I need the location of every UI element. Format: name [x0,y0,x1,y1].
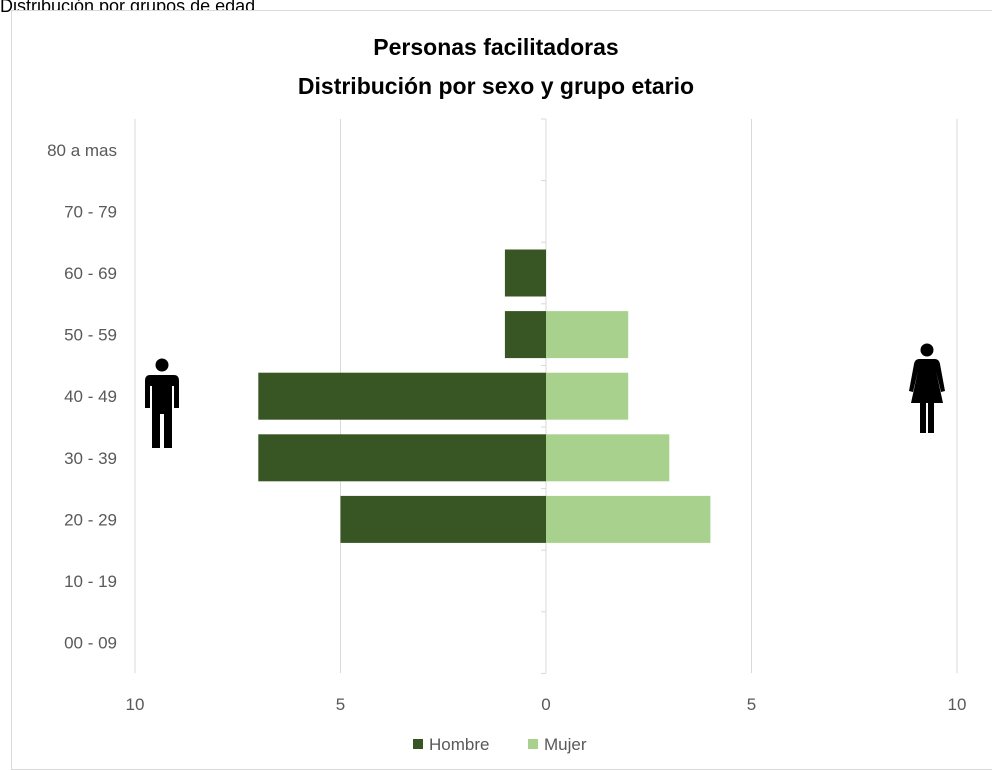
bar-hombre-20-29 [340,495,546,543]
y-tick-label: 10 - 19 [64,572,117,591]
y-tick-label: 80 a mas [47,141,117,160]
bar-hombre-60-69 [504,249,546,297]
x-tick-label: 5 [747,695,756,714]
legend-swatch-mujer [528,739,538,749]
y-tick-label: 60 - 69 [64,264,117,283]
x-axis-labels: 10 5 0 5 10 [126,695,967,714]
bar-mujer-50-59 [546,311,629,359]
y-tick-label: 00 - 09 [64,634,117,653]
x-tick-label: 10 [948,695,967,714]
male-figure-icon [145,358,179,448]
legend-swatch-hombre [413,739,423,749]
y-tick-label: 20 - 29 [64,510,117,529]
bar-hombre-50-59 [504,311,546,359]
x-tick-label: 10 [126,695,145,714]
bar-mujer-40-49 [546,372,629,420]
bar-hombre-30-39 [258,434,546,482]
bars [258,249,711,543]
legend-label-hombre: Hombre [429,735,489,754]
chart-subtitle: Distribución por sexo y grupo etario [297,73,695,99]
chart-title: Personas facilitadoras [373,34,619,60]
y-tick-label: 70 - 79 [64,202,117,221]
legend-label-mujer: Mujer [544,735,587,754]
x-tick-label: 0 [541,695,550,714]
y-axis-labels: 00 - 09 10 - 19 20 - 29 30 - 39 40 - 49 50 - … [47,141,117,653]
bar-mujer-20-29 [546,495,711,543]
y-tick-label: 50 - 59 [64,326,117,345]
bar-mujer-30-39 [546,434,670,482]
y-tick-label: 30 - 39 [64,449,117,468]
x-tick-label: 5 [336,695,345,714]
y-tick-label: 40 - 49 [64,387,117,406]
bar-hombre-40-49 [258,372,546,420]
legend: Hombre Mujer [413,735,587,754]
female-figure-icon [909,343,945,433]
